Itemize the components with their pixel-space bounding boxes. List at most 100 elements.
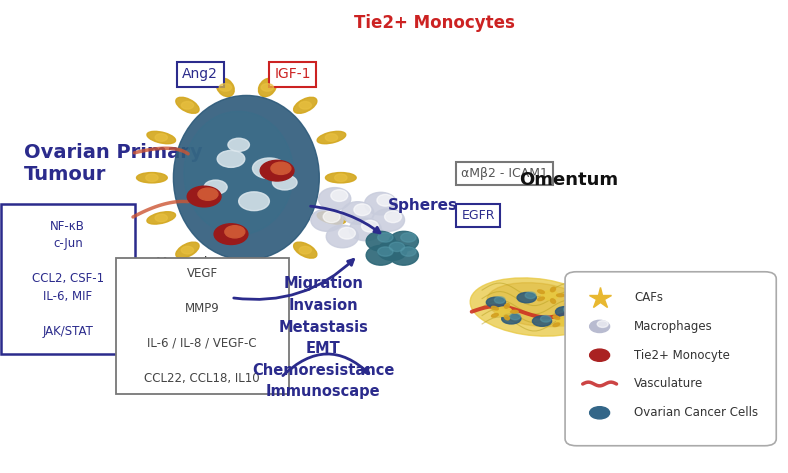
Ellipse shape bbox=[217, 78, 234, 96]
Circle shape bbox=[589, 320, 610, 333]
Text: CAFs: CAFs bbox=[634, 291, 663, 304]
Circle shape bbox=[273, 175, 297, 190]
Ellipse shape bbox=[349, 218, 381, 241]
Ellipse shape bbox=[339, 228, 355, 239]
Ellipse shape bbox=[366, 245, 396, 265]
Circle shape bbox=[377, 247, 393, 256]
Circle shape bbox=[325, 134, 337, 141]
Circle shape bbox=[541, 315, 552, 322]
Text: Spheres: Spheres bbox=[388, 199, 458, 213]
Circle shape bbox=[181, 102, 194, 109]
Circle shape bbox=[260, 160, 294, 181]
Text: Tie2+ Monocyte: Tie2+ Monocyte bbox=[634, 349, 730, 362]
Ellipse shape bbox=[341, 201, 374, 224]
Text: EGFR: EGFR bbox=[462, 209, 495, 222]
Circle shape bbox=[204, 180, 227, 194]
Ellipse shape bbox=[533, 316, 552, 326]
Ellipse shape bbox=[323, 211, 340, 223]
Ellipse shape bbox=[517, 292, 537, 303]
Ellipse shape bbox=[492, 307, 498, 310]
Ellipse shape bbox=[556, 307, 574, 317]
Circle shape bbox=[262, 84, 273, 91]
Circle shape bbox=[155, 214, 167, 222]
Circle shape bbox=[299, 102, 311, 109]
Ellipse shape bbox=[317, 212, 346, 224]
Ellipse shape bbox=[136, 173, 167, 183]
Ellipse shape bbox=[362, 220, 378, 232]
Ellipse shape bbox=[372, 209, 404, 231]
Ellipse shape bbox=[566, 324, 571, 329]
Text: NF-κB
c-Jun

CCL2, CSF-1
IL-6, MIF

JAK/STAT: NF-κB c-Jun CCL2, CSF-1 IL-6, MIF JAK/ST… bbox=[32, 220, 104, 338]
Ellipse shape bbox=[568, 295, 585, 305]
Circle shape bbox=[525, 292, 536, 298]
Ellipse shape bbox=[184, 111, 293, 235]
Ellipse shape bbox=[326, 225, 359, 248]
Ellipse shape bbox=[173, 96, 319, 260]
Ellipse shape bbox=[556, 294, 564, 297]
Circle shape bbox=[271, 162, 291, 175]
Text: Tie2+ Monocytes: Tie2+ Monocytes bbox=[354, 14, 515, 32]
Circle shape bbox=[239, 192, 269, 210]
Ellipse shape bbox=[331, 190, 348, 201]
Ellipse shape bbox=[389, 245, 418, 265]
Ellipse shape bbox=[553, 316, 559, 319]
Ellipse shape bbox=[537, 297, 545, 301]
Ellipse shape bbox=[176, 97, 199, 114]
Ellipse shape bbox=[492, 314, 498, 317]
Ellipse shape bbox=[147, 212, 176, 224]
Text: Migration
Invasion
Metastasis
EMT
Chemoresistance
Immunoscape: Migration Invasion Metastasis EMT Chemor… bbox=[252, 277, 394, 400]
Ellipse shape bbox=[578, 292, 582, 297]
Ellipse shape bbox=[389, 231, 418, 251]
Ellipse shape bbox=[176, 242, 199, 258]
Ellipse shape bbox=[583, 298, 591, 301]
Ellipse shape bbox=[377, 241, 407, 261]
Ellipse shape bbox=[564, 295, 571, 298]
Text: Macrophages: Macrophages bbox=[634, 320, 713, 333]
Ellipse shape bbox=[504, 304, 509, 308]
Circle shape bbox=[401, 233, 416, 242]
Circle shape bbox=[589, 349, 610, 361]
Circle shape bbox=[494, 297, 505, 303]
Ellipse shape bbox=[487, 283, 589, 327]
Circle shape bbox=[589, 407, 610, 419]
Circle shape bbox=[335, 174, 347, 182]
Text: Ang2: Ang2 bbox=[182, 67, 218, 81]
Ellipse shape bbox=[354, 204, 371, 216]
Circle shape bbox=[181, 246, 194, 254]
Circle shape bbox=[217, 150, 245, 167]
Circle shape bbox=[198, 188, 218, 200]
Text: VEGF

MMP9

IL-6 / IL-8 / VEGF-C

CCL22, CCL18, IL10: VEGF MMP9 IL-6 / IL-8 / VEGF-C CCL22, CC… bbox=[144, 267, 260, 385]
Ellipse shape bbox=[147, 131, 176, 144]
Ellipse shape bbox=[325, 173, 356, 183]
Ellipse shape bbox=[365, 193, 397, 215]
Ellipse shape bbox=[217, 259, 234, 277]
FancyBboxPatch shape bbox=[565, 272, 776, 446]
Ellipse shape bbox=[318, 188, 351, 210]
Circle shape bbox=[325, 214, 337, 222]
Ellipse shape bbox=[502, 314, 521, 324]
FancyBboxPatch shape bbox=[1, 203, 135, 354]
Ellipse shape bbox=[385, 211, 401, 223]
Ellipse shape bbox=[537, 290, 545, 293]
Circle shape bbox=[225, 226, 245, 238]
Circle shape bbox=[262, 264, 273, 272]
Ellipse shape bbox=[541, 290, 558, 300]
Text: Ovarian Primary
Tumour: Ovarian Primary Tumour bbox=[24, 143, 203, 184]
Circle shape bbox=[563, 306, 574, 313]
Ellipse shape bbox=[551, 287, 556, 292]
Circle shape bbox=[299, 246, 311, 254]
Text: αMβ2 - ICAM1: αMβ2 - ICAM1 bbox=[462, 166, 548, 180]
Ellipse shape bbox=[258, 78, 277, 96]
Ellipse shape bbox=[553, 323, 559, 326]
Text: Ovarian Cancer Cells: Ovarian Cancer Cells bbox=[634, 406, 758, 419]
Circle shape bbox=[188, 186, 221, 207]
Text: IGF-1: IGF-1 bbox=[274, 67, 310, 81]
Ellipse shape bbox=[258, 259, 277, 277]
Ellipse shape bbox=[551, 299, 556, 303]
Ellipse shape bbox=[566, 313, 571, 317]
Circle shape bbox=[146, 174, 158, 182]
Ellipse shape bbox=[511, 310, 519, 313]
Circle shape bbox=[214, 224, 248, 245]
Text: Omentum: Omentum bbox=[519, 171, 619, 189]
Circle shape bbox=[219, 264, 232, 272]
